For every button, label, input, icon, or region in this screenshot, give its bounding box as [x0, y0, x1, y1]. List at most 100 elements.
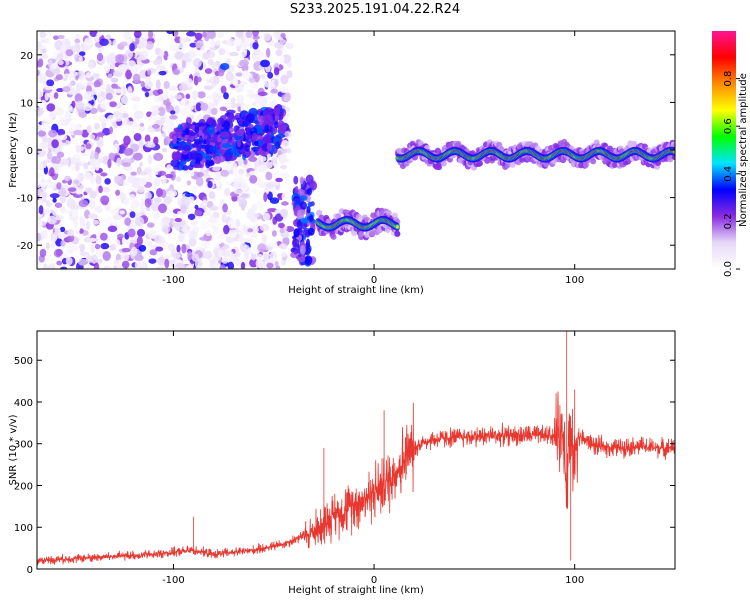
- heatmap-cell: [263, 192, 268, 203]
- heatmap-cell: [138, 244, 147, 252]
- heatmap-cell: [164, 225, 169, 235]
- heatmap-cell: [46, 79, 55, 87]
- heatmap-cell: [42, 159, 47, 169]
- heatmap-cell: [155, 79, 161, 90]
- heatmap-cell: [172, 135, 177, 145]
- heatmap-cell: [77, 70, 85, 80]
- heatmap-cell: [133, 31, 142, 39]
- heatmap-cell: [248, 156, 258, 162]
- heatmap-cell: [57, 34, 65, 40]
- heatmap-cell: [138, 139, 144, 149]
- heatmap-cell: [146, 206, 151, 212]
- heatmap-cell: [153, 94, 159, 103]
- heatmap-cell: [182, 165, 189, 171]
- heatmap-cell: [279, 39, 287, 44]
- heatmap-cell: [245, 172, 250, 178]
- heatmap-cell: [46, 202, 53, 208]
- heatmap-cell: [269, 197, 280, 204]
- heatmap-cell: [110, 77, 119, 83]
- heatmap-cell: [94, 122, 101, 130]
- heatmap-cell: [185, 103, 195, 112]
- heatmap-cell: [189, 42, 198, 48]
- heatmap-cell: [102, 265, 112, 269]
- heatmap-cell: [267, 208, 278, 213]
- heatmap-cell: [206, 137, 211, 146]
- heatmap-cell: [116, 101, 124, 109]
- heatmap-cell: [161, 216, 170, 226]
- heatmap-cell: [147, 154, 153, 165]
- heatmap-cell: [158, 203, 168, 214]
- heatmap-cell: [65, 256, 73, 266]
- heatmap-cell: [46, 103, 56, 112]
- heatmap-cell: [131, 96, 141, 102]
- heatmap-cell: [101, 200, 109, 206]
- heatmap-cell: [65, 49, 74, 57]
- heatmap-cell: [139, 171, 148, 176]
- heatmap-cell: [74, 33, 81, 39]
- heatmap-cell: [215, 156, 226, 163]
- heatmap-cell: [175, 263, 186, 269]
- heatmap-cell: [157, 170, 167, 176]
- heatmap-cell: [270, 88, 278, 94]
- heatmap-cell: [136, 235, 143, 246]
- snr-ticks: -100 0 100 0 100 200 300 400 500: [14, 331, 675, 586]
- heatmap-y-tick-label: 0: [27, 146, 33, 157]
- heatmap-cell: [42, 265, 50, 269]
- heatmap-cell: [74, 53, 80, 63]
- heatmap-cell: [147, 240, 153, 247]
- heatmap-cell: [148, 258, 157, 264]
- heatmap-cell: [95, 175, 102, 185]
- heatmap-cell: [78, 258, 88, 266]
- heatmap-cell: [73, 226, 81, 233]
- heatmap-cell: [116, 157, 122, 167]
- heatmap-cell: [90, 149, 96, 158]
- heatmap-cell: [265, 182, 274, 189]
- heatmap-cell: [265, 108, 274, 116]
- heatmap-cell: [245, 37, 253, 44]
- heatmap-cell: [52, 208, 58, 216]
- heatmap-cell: [134, 261, 142, 269]
- heatmap-cell: [62, 38, 70, 45]
- heatmap-cell: [209, 205, 219, 211]
- heatmap-cell: [43, 37, 50, 44]
- heatmap-cell: [133, 112, 142, 118]
- heatmap-cell: [220, 131, 230, 138]
- heatmap-cell: [163, 50, 169, 61]
- heatmap-cell: [157, 88, 164, 95]
- heatmap-cell: [131, 246, 138, 257]
- heatmap-cell: [209, 146, 217, 153]
- heatmap-cell: [98, 152, 104, 159]
- heatmap-cell: [241, 182, 249, 191]
- heatmap-cell: [113, 143, 120, 154]
- heatmap-cell: [55, 74, 64, 81]
- heatmap-cell: [262, 253, 271, 258]
- heatmap-cell: [280, 139, 290, 150]
- heatmap-cell: [132, 73, 141, 84]
- heatmap-cell: [139, 122, 145, 127]
- heatmap-cell: [123, 148, 134, 156]
- heatmap-cell: [148, 116, 158, 123]
- heatmap-cell: [257, 243, 267, 253]
- heatmap-cell: [59, 195, 67, 204]
- heatmap-cell: [133, 132, 142, 142]
- heatmap-cell: [52, 197, 57, 203]
- heatmap-cell: [394, 230, 401, 237]
- heatmap-cell: [206, 117, 214, 126]
- heatmap-cell: [111, 83, 119, 89]
- heatmap-cell: [219, 106, 228, 112]
- heatmap-cell: [48, 129, 58, 138]
- heatmap-cell: [240, 50, 248, 58]
- heatmap-cell: [223, 224, 230, 235]
- heatmap-cell: [170, 110, 176, 115]
- heatmap-cell: [111, 219, 117, 227]
- heatmap-cell: [174, 105, 180, 115]
- heatmap-cell: [239, 59, 249, 68]
- heatmap-cell: [275, 133, 286, 138]
- heatmap-cell: [92, 219, 100, 225]
- heatmap-cell: [273, 106, 281, 116]
- heatmap-cell: [186, 180, 192, 186]
- heatmap-cell: [107, 73, 113, 79]
- heatmap-cell: [285, 42, 294, 50]
- heatmap-cell: [51, 139, 59, 149]
- heatmap-cell: [259, 74, 266, 79]
